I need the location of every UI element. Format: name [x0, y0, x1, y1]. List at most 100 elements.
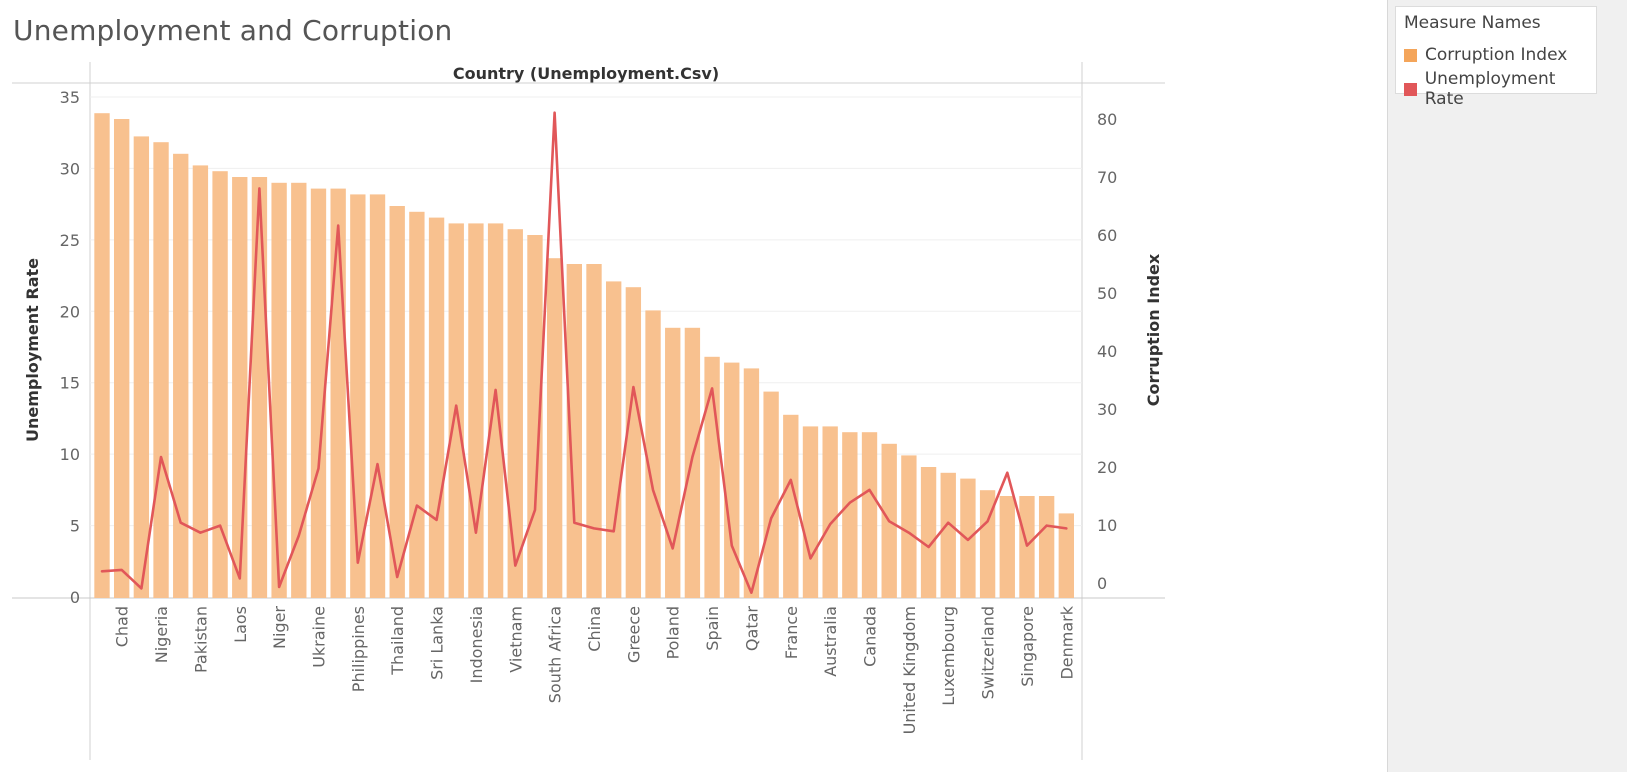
- bar: [232, 177, 248, 598]
- right-tick-label: 30: [1097, 400, 1117, 419]
- right-tick-label: 70: [1097, 168, 1117, 187]
- bar: [586, 264, 602, 598]
- legend-swatch-unemployment: [1404, 82, 1417, 96]
- bar: [251, 177, 268, 598]
- category-label: France: [782, 606, 801, 659]
- bar: [546, 258, 563, 598]
- bar: [153, 142, 169, 598]
- left-tick-label: 30: [60, 159, 80, 178]
- right-tick-label: 50: [1097, 284, 1117, 303]
- bar: [979, 490, 996, 598]
- legend-item-corruption-index[interactable]: Corruption Index: [1404, 45, 1567, 65]
- bar: [566, 264, 582, 598]
- legend-swatch-corruption: [1404, 48, 1417, 62]
- category-label: Spain: [703, 606, 722, 651]
- category-label: Singapore: [1018, 606, 1037, 687]
- right-axis-title: Corruption Index: [1144, 253, 1163, 406]
- category-label: United Kingdom: [900, 606, 919, 734]
- bar: [625, 287, 642, 598]
- bar: [487, 223, 504, 598]
- bar: [1038, 496, 1055, 598]
- bar: [606, 281, 622, 598]
- bar: [94, 113, 110, 598]
- bar: [920, 467, 937, 598]
- bar: [310, 188, 327, 598]
- category-label: Philippines: [349, 606, 368, 692]
- category-label: Niger: [270, 606, 289, 649]
- right-tick-label: 80: [1097, 110, 1117, 129]
- bar: [291, 182, 307, 599]
- category-label: Chad: [113, 606, 132, 647]
- bar: [527, 235, 543, 598]
- bar: [389, 206, 405, 598]
- right-tick-label: 60: [1097, 226, 1117, 245]
- category-label: Laos: [231, 606, 250, 643]
- category-label: China: [585, 606, 604, 652]
- bar: [212, 171, 228, 598]
- bar: [724, 362, 740, 598]
- category-label: Canada: [861, 606, 880, 667]
- right-tick-label: 40: [1097, 342, 1117, 361]
- bar: [763, 391, 779, 598]
- category-label: Poland: [664, 606, 683, 659]
- bar: [192, 165, 209, 598]
- category-label: Denmark: [1057, 605, 1076, 679]
- left-tick-label: 15: [60, 374, 80, 393]
- bar: [999, 496, 1015, 598]
- category-label: Indonesia: [467, 606, 486, 683]
- left-tick-label: 35: [60, 88, 80, 107]
- category-label: Australia: [821, 606, 840, 677]
- unemployment-line: [100, 111, 1068, 595]
- legend-pane: [1387, 0, 1627, 772]
- bar: [861, 432, 878, 598]
- right-tick-label: 20: [1097, 458, 1117, 477]
- bar: [645, 310, 661, 598]
- bar: [409, 211, 425, 599]
- category-label: South Africa: [546, 606, 565, 703]
- column-header: Country (Unemployment.Csv): [453, 64, 719, 83]
- legend[interactable]: Measure Names Corruption Index Unemploym…: [1395, 6, 1597, 109]
- left-tick-label: 25: [60, 231, 80, 250]
- left-tick-label: 0: [70, 588, 80, 607]
- bar: [271, 182, 287, 599]
- category-label: Qatar: [742, 606, 761, 651]
- bar: [842, 432, 858, 598]
- bar: [802, 426, 819, 598]
- bar: [114, 119, 130, 598]
- category-label: Nigeria: [152, 606, 171, 663]
- bar: [507, 229, 523, 598]
- bar: [783, 414, 799, 598]
- chart-canvas: Country (Unemployment.Csv) 0 5 10 15 20 25 30 35…: [12, 62, 1165, 760]
- category-label: Greece: [624, 606, 643, 663]
- bar: [901, 455, 917, 598]
- chart-title: Unemployment and Corruption: [13, 14, 453, 47]
- category-label: Sri Lanka: [428, 606, 447, 680]
- legend-label-unemployment: Unemployment Rate: [1424, 69, 1556, 109]
- legend-label-corruption: Corruption Index: [1425, 45, 1568, 65]
- category-label: Luxembourg: [939, 606, 958, 706]
- right-tick-label: 0: [1097, 574, 1107, 593]
- bar: [468, 223, 484, 598]
- bar: [369, 194, 386, 598]
- left-tick-label: 20: [60, 302, 80, 321]
- left-tick-label: 10: [60, 445, 80, 464]
- category-label: Thailand: [388, 606, 407, 676]
- category-label: Switzerland: [979, 606, 998, 699]
- legend-title: Measure Names: [1404, 13, 1541, 33]
- bar: [1058, 513, 1074, 598]
- category-label: Vietnam: [506, 606, 525, 673]
- right-tick-label: 10: [1097, 516, 1117, 535]
- bar: [173, 153, 189, 599]
- bar: [822, 426, 838, 598]
- legend-item-unemployment-rate[interactable]: Unemployment Rate: [1404, 69, 1596, 109]
- bar: [665, 327, 681, 598]
- category-label: Ukraine: [310, 606, 329, 668]
- bar: [743, 368, 760, 598]
- category-label: Pakistan: [191, 606, 210, 673]
- bar: [428, 217, 445, 598]
- left-tick-label: 5: [70, 517, 80, 536]
- bar: [940, 472, 956, 598]
- left-axis-title: Unemployment Rate: [23, 258, 42, 442]
- bar: [330, 188, 346, 598]
- bar: [133, 136, 150, 598]
